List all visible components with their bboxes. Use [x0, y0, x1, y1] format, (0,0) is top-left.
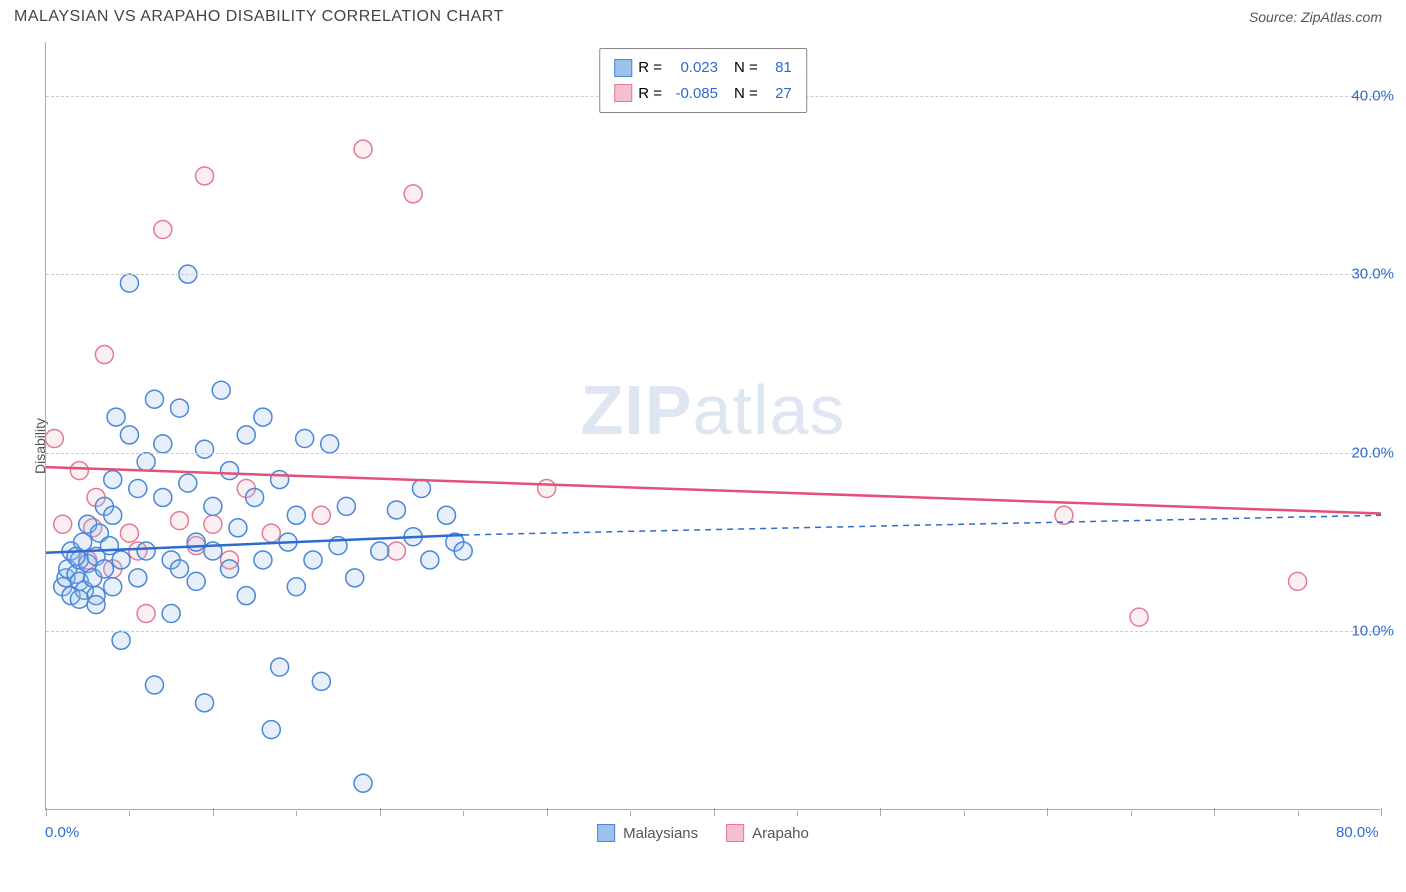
legend-stats: R = 0.023 N = 81 R = -0.085 N = 27: [599, 48, 807, 113]
y-tick-label: 20.0%: [1351, 444, 1394, 461]
legend-item-pink: Arapaho: [726, 824, 809, 842]
legend-series: Malaysians Arapaho: [597, 824, 809, 842]
chart-plot-area: ZIPatlas: [45, 42, 1380, 810]
legend-swatch-blue: [614, 59, 632, 77]
y-tick-label: 40.0%: [1351, 87, 1394, 104]
n-label: N =: [734, 55, 758, 81]
r-value-pink: -0.085: [668, 81, 718, 107]
chart-title: MALAYSIAN VS ARAPAHO DISABILITY CORRELAT…: [14, 8, 504, 26]
y-tick-label: 30.0%: [1351, 266, 1394, 283]
legend-label-pink: Arapaho: [752, 825, 809, 842]
n-value-pink: 27: [764, 81, 792, 107]
n-label: N =: [734, 81, 758, 107]
legend-stats-row-pink: R = -0.085 N = 27: [614, 81, 792, 107]
x-tick-label: 0.0%: [45, 824, 79, 841]
legend-swatch-pink: [614, 84, 632, 102]
r-label: R =: [638, 55, 662, 81]
r-label: R =: [638, 81, 662, 107]
legend-stats-row-blue: R = 0.023 N = 81: [614, 55, 792, 81]
legend-item-blue: Malaysians: [597, 824, 698, 842]
n-value-blue: 81: [764, 55, 792, 81]
scatter-svg: [46, 42, 1380, 809]
y-tick-label: 10.0%: [1351, 623, 1394, 640]
legend-swatch-blue-icon: [597, 824, 615, 842]
legend-swatch-pink-icon: [726, 824, 744, 842]
chart-source: Source: ZipAtlas.com: [1249, 9, 1382, 25]
legend-label-blue: Malaysians: [623, 825, 698, 842]
r-value-blue: 0.023: [668, 55, 718, 81]
x-tick-label: 80.0%: [1336, 824, 1379, 841]
